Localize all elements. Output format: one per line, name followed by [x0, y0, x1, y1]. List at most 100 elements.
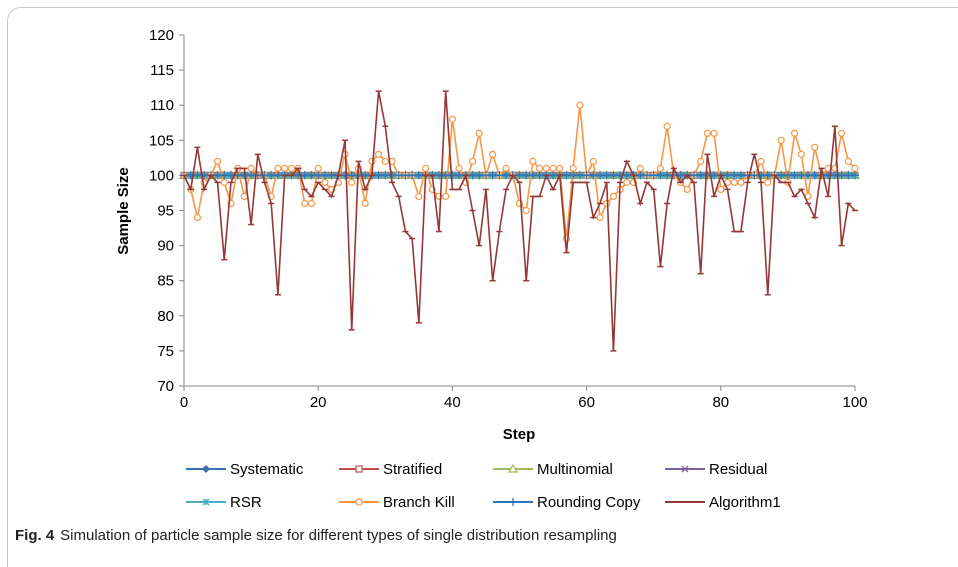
legend-item-multinomial: Multinomial: [493, 461, 613, 478]
figure-caption: Fig. 4 Simulation of particle sample size…: [15, 527, 617, 544]
data-point-rounding-copy: [374, 171, 383, 180]
data-point-rounding-copy: [589, 171, 598, 180]
figure-caption-label: Fig. 4: [15, 527, 55, 544]
data-point-rounding-copy: [656, 171, 665, 180]
legend-item-rounding-copy: Rounding Copy: [493, 494, 641, 511]
data-point-rounding-copy: [401, 171, 410, 180]
x-axis-label: Step: [503, 426, 536, 443]
data-point-branch-kill: [717, 185, 725, 194]
series-layer: [178, 90, 861, 352]
x-tick-label: 80: [712, 394, 729, 411]
y-tick-label: 80: [157, 308, 174, 325]
data-point-rounding-copy: [549, 171, 558, 180]
data-point-rounding-copy: [837, 171, 846, 180]
y-tick-label: 105: [149, 132, 174, 149]
data-point-branch-kill: [287, 164, 295, 172]
data-point-branch-kill: [468, 157, 477, 165]
data-point-rounding-copy: [763, 171, 772, 180]
legend-label: Residual: [709, 461, 767, 478]
figure-caption-text: Simulation of particle sample size for d…: [60, 527, 617, 544]
data-point-branch-kill: [274, 164, 282, 172]
data-point-branch-kill: [301, 199, 309, 208]
y-tick-label: 110: [150, 97, 174, 114]
data-point-rounding-copy: [851, 171, 859, 180]
data-point-branch-kill: [844, 157, 852, 165]
data-point-branch-kill: [536, 164, 544, 172]
data-point-branch-kill: [240, 192, 248, 201]
data-point-rounding-copy: [562, 171, 571, 180]
legend-marker: [681, 465, 689, 473]
data-point-rounding-copy: [783, 171, 792, 180]
data-point-rounding-copy: [689, 171, 698, 180]
data-point-branch-kill: [710, 129, 718, 137]
data-point-rounding-copy: [220, 171, 229, 180]
y-tick-label: 90: [157, 238, 174, 255]
legend-marker: [355, 465, 363, 473]
data-point-rounding-copy: [381, 171, 390, 180]
legend-marker: [355, 498, 363, 506]
data-point-rounding-copy: [314, 171, 323, 180]
data-point-rounding-copy: [213, 171, 222, 180]
data-point-branch-kill: [381, 157, 389, 165]
data-point-rounding-copy: [642, 171, 651, 180]
data-point-rounding-copy: [408, 171, 417, 180]
data-point-rounding-copy: [327, 171, 336, 180]
data-point-rounding-copy: [515, 171, 524, 180]
data-point-branch-kill: [703, 129, 711, 137]
figure-frame: [7, 7, 958, 567]
legend-label: Rounding Copy: [537, 494, 641, 511]
data-point-rounding-copy: [810, 171, 819, 180]
data-point-rounding-copy: [522, 171, 531, 180]
data-point-branch-kill: [791, 129, 799, 137]
data-point-branch-kill: [442, 192, 450, 201]
legend-label: Algorithm1: [709, 494, 781, 511]
data-point-branch-kill: [757, 157, 765, 165]
data-point-branch-kill: [502, 164, 510, 172]
legend-marker: [509, 498, 517, 506]
data-point-branch-kill: [348, 178, 356, 187]
data-point-branch-kill: [213, 157, 222, 165]
series-algorithm1: [181, 90, 858, 352]
data-point-rounding-copy: [575, 171, 584, 180]
data-point-branch-kill: [764, 178, 772, 187]
data-point-branch-kill: [683, 185, 691, 194]
data-point-rounding-copy: [736, 171, 745, 180]
data-point-rounding-copy: [609, 171, 618, 180]
legend-item-rsr: RSR: [186, 494, 262, 511]
data-point-rounding-copy: [341, 171, 350, 180]
legend-marker: [202, 465, 210, 473]
axes: 70 75 80 85 90 95 100 105 110 115 120 0 20 40 60 80 100: [149, 27, 868, 411]
data-point-branch-kill: [542, 164, 550, 172]
data-point-rounding-copy: [750, 171, 759, 180]
data-point-rounding-copy: [260, 171, 269, 180]
data-point-branch-kill: [314, 164, 322, 172]
y-axis-label: Sample Size: [115, 167, 132, 255]
data-point-rounding-copy: [663, 171, 672, 180]
legend-label: Systematic: [230, 461, 304, 478]
data-point-rounding-copy: [320, 171, 329, 180]
data-point-rounding-copy: [502, 171, 511, 180]
data-point-rounding-copy: [468, 171, 477, 180]
data-point-branch-kill: [576, 101, 584, 109]
legend-label: Multinomial: [537, 461, 613, 478]
data-point-rounding-copy: [696, 171, 705, 180]
data-point-branch-kill: [569, 164, 577, 172]
data-point-branch-kill: [529, 157, 537, 165]
data-point-rounding-copy: [649, 171, 658, 180]
data-point-rounding-copy: [797, 171, 806, 180]
data-point-rounding-copy: [495, 171, 504, 180]
legend-marker: [507, 463, 519, 473]
y-tick-label: 100: [149, 167, 174, 184]
data-point-rounding-copy: [596, 171, 605, 180]
legend-item-algorithm1: Algorithm1: [665, 494, 781, 511]
data-point-rounding-copy: [636, 171, 645, 180]
data-point-rounding-copy: [394, 171, 403, 180]
x-tick-label: 0: [180, 394, 188, 411]
y-tick-label: 75: [157, 343, 174, 360]
x-tick-label: 60: [578, 394, 595, 411]
data-point-branch-kill: [522, 206, 530, 215]
data-point-branch-kill: [549, 164, 557, 172]
data-point-rounding-copy: [247, 171, 256, 180]
data-point-rounding-copy: [441, 171, 450, 180]
